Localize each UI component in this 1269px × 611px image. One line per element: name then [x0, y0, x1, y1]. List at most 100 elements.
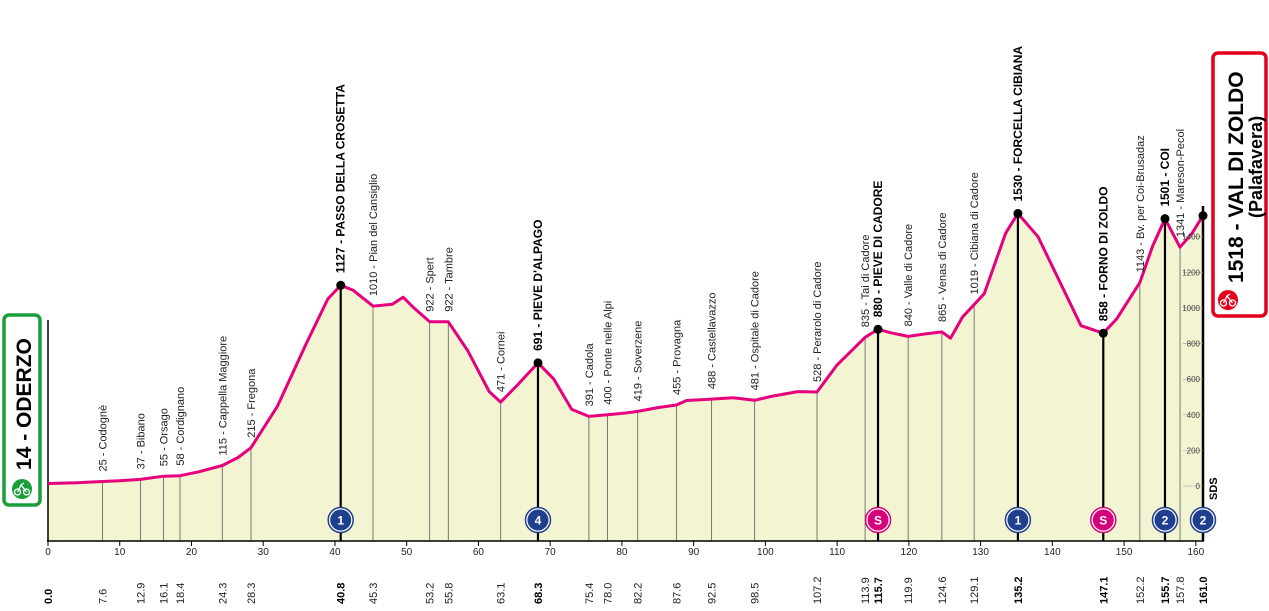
km-distance-label: 53.2 — [425, 583, 437, 604]
km-distance-label: 157.8 — [1175, 576, 1187, 604]
waypoint-label: 1019 - Cibiana di Cadore — [969, 172, 981, 294]
km-distance-label: 87.6 — [671, 583, 683, 604]
km-distance-label: 28.3 — [246, 583, 258, 604]
km-tick-label: 60 — [473, 547, 485, 558]
km-distance-label: 92.5 — [707, 583, 719, 604]
waypoint-label: 488 - Castellavazzo — [707, 292, 719, 389]
waypoint-label: 25 - Codognè — [98, 405, 110, 472]
finish-km-label: 161.0 — [1198, 576, 1210, 604]
marker-disc — [867, 509, 889, 531]
waypoint-label: 419 - Soverzene — [633, 321, 645, 402]
km-distance-label: 40.8 — [336, 583, 348, 604]
finish-badge: 1518 - VAL DI ZOLDO(Palafavera) — [1211, 51, 1268, 318]
finish-bike-wheel-icon — [1228, 299, 1237, 307]
km-tick-label: 110 — [829, 547, 845, 558]
km-tick-label: 50 — [401, 547, 413, 558]
summit-dot — [873, 324, 883, 334]
sds-label: SDS — [1208, 477, 1220, 500]
sprint-marker: S — [1090, 506, 1117, 534]
km-tick-label: 140 — [1044, 547, 1061, 558]
marker-text: S — [874, 514, 882, 528]
altitude-tick-label: 1200 — [1182, 268, 1200, 277]
start-bike-frame-icon — [16, 482, 28, 493]
start-bike-wheel-icon — [22, 488, 31, 496]
km-tick-label: 40 — [329, 547, 341, 558]
summit-dot — [1160, 214, 1170, 224]
marker-disc — [330, 509, 352, 531]
start-bike-icon — [12, 479, 32, 499]
altitude-tick-label: 600 — [1187, 375, 1201, 384]
altitude-tick-label: 200 — [1187, 446, 1201, 455]
start-km-label: 0.0 — [43, 589, 55, 604]
km-distance-label: 98.5 — [750, 583, 762, 604]
waypoint-label: 835 - Tai di Cadore — [860, 235, 872, 328]
km-tick-label: 130 — [972, 547, 989, 558]
marker-disc — [527, 509, 549, 531]
start-badge: 14 - ODERZO — [2, 313, 42, 507]
km-distance-label: 63.1 — [496, 583, 508, 604]
marker-text: S — [1099, 514, 1107, 528]
waypoint-label: 58 - Cordignano — [175, 387, 187, 466]
finish-badge-subtext: (Palafavera) — [1246, 116, 1266, 218]
start-badge-frame — [2, 313, 42, 507]
waypoint-label: 1143 - Bv. per Coi-Brusadaz — [1135, 135, 1147, 272]
waypoint-label: 858 - FORNO DI ZOLDO — [1096, 187, 1110, 322]
altitude-tick-label: 400 — [1187, 411, 1201, 420]
profile-fill — [48, 213, 1203, 541]
km-tick-label: 150 — [1116, 547, 1133, 558]
marker-text: 1 — [337, 514, 344, 528]
waypoint-labels: 25 - Codognè 37 - Bibano 55 - Orsago 58 - C… — [98, 46, 1188, 472]
altitude-tick-label: 800 — [1187, 340, 1201, 349]
altitude-tick-label: 1400 — [1182, 233, 1200, 242]
waypoint-label: 1127 - PASSO DELLA CROSETTA — [334, 84, 348, 273]
kom-marker: 4 — [524, 506, 552, 534]
km-distance-label: 78.0 — [603, 583, 615, 604]
km-tick-label: 0 — [45, 547, 51, 558]
km-tick-label: 20 — [186, 547, 198, 558]
km-distance-label: 107.2 — [812, 576, 824, 604]
km-distance-label: 68.3 — [533, 583, 545, 604]
kom-marker: 2 — [1151, 506, 1179, 534]
km-tick-label: 120 — [901, 547, 918, 558]
altitude-axis: 0 200 400 600 800 1000 1200 1400 SDS — [1182, 206, 1220, 541]
km-tick-label: 70 — [545, 547, 557, 558]
marker-disc — [1092, 509, 1114, 531]
climb-markers: 1 4 S 1 S 2 2 — [327, 506, 1217, 534]
marker-text: 1 — [1015, 514, 1022, 528]
waypoint-label: 391 - Cadola — [584, 342, 596, 406]
km-distance-label: 7.6 — [98, 589, 110, 604]
finish-bike-icon — [1218, 290, 1238, 310]
km-distance-label: 24.3 — [217, 583, 229, 604]
finish-badge-frame — [1211, 51, 1268, 318]
waypoint-label: 528 - Perarolo di Cadore — [812, 261, 824, 381]
marker-text: 4 — [535, 514, 542, 528]
waypoint-label: 865 - Venas di Cadore — [937, 212, 949, 321]
km-tick-label: 160 — [1187, 547, 1204, 558]
start-badge-text: 14 - ODERZO — [13, 338, 36, 470]
waypoint-label: 1010 - Pian del Cansiglio — [368, 174, 380, 296]
summit-dot — [336, 280, 346, 290]
km-tick-label: 10 — [114, 547, 126, 558]
km-distance-label: 124.6 — [937, 576, 949, 604]
profile-line — [47, 212, 1205, 485]
summit-dot — [1013, 209, 1023, 219]
sprint-marker: S — [864, 506, 892, 534]
km-tick-label: 80 — [616, 547, 628, 558]
km-distance-label: 155.7 — [1160, 576, 1172, 604]
waypoint-label: 1530 - FORCELLA CIBIANA — [1011, 46, 1025, 202]
waypoint-label: 880 - PIEVE DI CADORE — [871, 181, 885, 318]
km-tick-label: 30 — [258, 547, 270, 558]
summit-dots — [336, 209, 1208, 368]
km-distance-label: 12.9 — [136, 583, 148, 604]
km-distance-label: 135.2 — [1013, 576, 1025, 604]
finish-badge-text: 1518 - VAL DI ZOLDO — [1225, 71, 1248, 283]
marker-text: 2 — [1162, 514, 1169, 528]
altitude-tick-label: 1000 — [1182, 304, 1200, 313]
marker-disc — [1154, 509, 1176, 531]
waypoint-label: 1341 - Mareson-Pecol — [1175, 129, 1187, 237]
km-distance-label: 82.2 — [633, 583, 645, 604]
km-distance-label: 16.1 — [159, 583, 171, 604]
summit-dot — [533, 358, 543, 368]
kom-marker: 2 — [1189, 506, 1217, 534]
summit-dot — [1098, 328, 1108, 338]
